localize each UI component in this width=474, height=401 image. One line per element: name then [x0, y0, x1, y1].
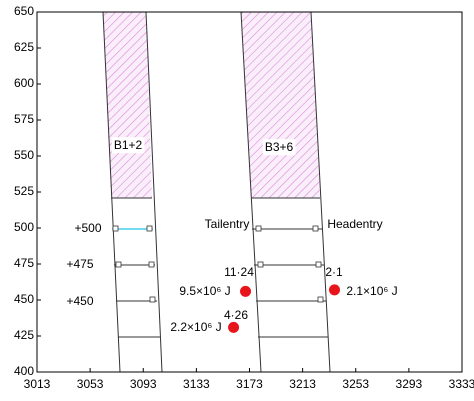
annotation: Tailentry: [205, 217, 250, 231]
marker: [115, 261, 122, 268]
y-tick-label: 450: [14, 292, 34, 306]
y-tick-label: 475: [14, 256, 34, 270]
x-tick-label: 3173: [236, 377, 263, 391]
x-tick-label: 3133: [183, 377, 210, 391]
label-bg: [111, 137, 145, 154]
annotation: +450: [66, 294, 93, 308]
annotation: Headentry: [327, 217, 382, 231]
y-tick-label: 525: [14, 184, 34, 198]
panel-edge: [102, 11, 121, 373]
annotation: 9.5×10⁶ J: [179, 284, 230, 298]
y-tick-label: 575: [14, 112, 34, 126]
y-tick-label: 600: [14, 76, 34, 90]
x-tick-label: 3253: [342, 377, 369, 391]
point: [329, 284, 340, 296]
annotation: B1+2: [114, 138, 143, 152]
annotation: B3+6: [265, 140, 294, 154]
x-tick-label: 3013: [24, 377, 51, 391]
panel-edge: [145, 11, 163, 373]
label-bg: [262, 139, 296, 156]
marker: [148, 261, 155, 268]
marker: [146, 225, 153, 232]
point: [228, 321, 240, 333]
panel-edge: [240, 11, 262, 373]
panel-edge: [310, 11, 331, 373]
annotation: 2.1×10⁶ J: [346, 284, 397, 298]
goaf-b3: [241, 12, 320, 198]
marker: [255, 225, 262, 232]
marker: [112, 225, 119, 232]
x-tick-label: 3293: [396, 377, 423, 391]
x-tick-label: 3333: [449, 377, 474, 391]
marker: [317, 296, 324, 303]
annotation: +500: [74, 221, 101, 235]
y-tick-label: 550: [14, 148, 34, 162]
y-tick-label: 650: [14, 4, 34, 18]
marker: [315, 261, 322, 268]
point: [240, 285, 252, 297]
y-tick-label: 425: [14, 328, 34, 342]
x-tick-label: 3213: [289, 377, 316, 391]
y-tick-label: 625: [14, 40, 34, 54]
marker: [149, 296, 156, 303]
annotation: 2·1: [325, 265, 343, 279]
marker: [257, 261, 264, 268]
x-tick-label: 3053: [77, 377, 104, 391]
annotation: 4·26: [224, 308, 248, 322]
y-tick-label: 400: [14, 364, 34, 378]
annotation: 2.2×10⁶ J: [170, 320, 221, 334]
panels: [102, 11, 331, 373]
annotation: +475: [66, 257, 93, 271]
marker: [312, 225, 319, 232]
annotation: 11·24: [224, 265, 254, 279]
y-tick-label: 500: [14, 220, 34, 234]
x-tick-label: 3093: [130, 377, 157, 391]
